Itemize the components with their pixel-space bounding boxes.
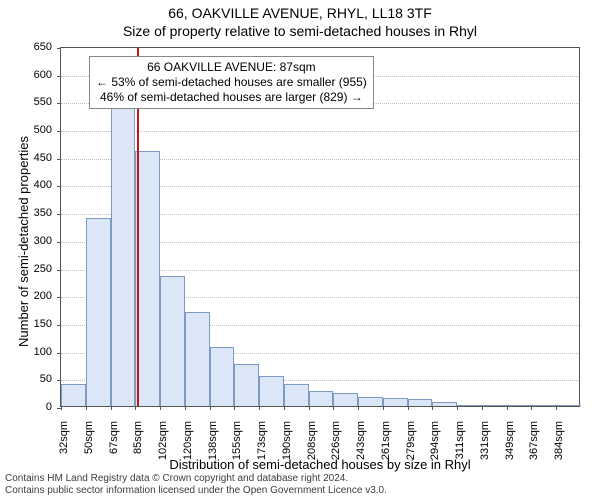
y-tick-label: 100 [12,346,52,358]
bar [556,405,581,406]
x-tick-label: 208sqm [306,421,318,481]
bar [408,399,433,406]
bar [61,384,86,406]
bar [284,384,309,406]
bar [86,218,111,406]
x-axis-label: Distribution of semi-detached houses by … [60,457,580,472]
chart-container: 050100150200250300350400450500550600650 … [60,47,580,407]
bar [358,397,383,406]
bar [507,405,532,406]
x-tick-label: 279sqm [405,421,417,481]
bar [185,312,210,406]
bar [210,347,235,406]
bar [457,405,482,406]
bar [111,99,136,406]
bar [135,151,160,406]
bar [482,405,507,406]
page-title-line1: 66, OAKVILLE AVENUE, RHYL, LL18 3TF [0,0,600,21]
x-tick-label: 120sqm [182,421,194,481]
x-tick-label: 190sqm [281,421,293,481]
x-tick-label: 85sqm [132,421,144,481]
x-tick-label: 331sqm [479,421,491,481]
y-tick-label: 50 [12,373,52,385]
bar [160,276,185,406]
footer-line1: Contains HM Land Registry data © Crown c… [5,473,387,485]
annotation-line2: ← 53% of semi-detached houses are smalle… [96,75,367,90]
x-tick-label: 67sqm [108,421,120,481]
x-tick-label: 102sqm [157,421,169,481]
bar [234,364,259,406]
bar [333,393,358,406]
bar [309,391,334,407]
x-tick-label: 138sqm [207,421,219,481]
x-tick-label: 311sqm [454,421,466,481]
bar [259,376,284,406]
x-tick-label: 261sqm [380,421,392,481]
y-axis-label: Number of semi-detached properties [16,136,31,347]
y-tick-label: 600 [12,69,52,81]
x-tick-label: 384sqm [553,421,565,481]
annotation-line3: 46% of semi-detached houses are larger (… [96,90,367,105]
annotation-line1: 66 OAKVILLE AVENUE: 87sqm [96,60,367,75]
y-tick-label: 550 [12,96,52,108]
x-tick-label: 349sqm [504,421,516,481]
x-tick-label: 294sqm [429,421,441,481]
x-tick-label: 155sqm [231,421,243,481]
y-tick-label: 500 [12,124,52,136]
page-title-line2: Size of property relative to semi-detach… [0,21,600,39]
y-tick-label: 0 [12,401,52,413]
bar [531,405,556,406]
bar [432,402,457,406]
x-tick-label: 226sqm [330,421,342,481]
x-tick-label: 173sqm [256,421,268,481]
footer-line2: Contains public sector information licen… [5,485,387,497]
x-tick-label: 367sqm [528,421,540,481]
bar-chart: 66 OAKVILLE AVENUE: 87sqm← 53% of semi-d… [60,47,580,407]
bar [383,398,408,406]
footer-attribution: Contains HM Land Registry data © Crown c… [5,473,387,497]
annotation-box: 66 OAKVILLE AVENUE: 87sqm← 53% of semi-d… [89,56,374,109]
x-tick-label: 243sqm [355,421,367,481]
x-tick-label: 32sqm [58,421,70,481]
y-tick-label: 650 [12,41,52,53]
x-tick-label: 50sqm [83,421,95,481]
